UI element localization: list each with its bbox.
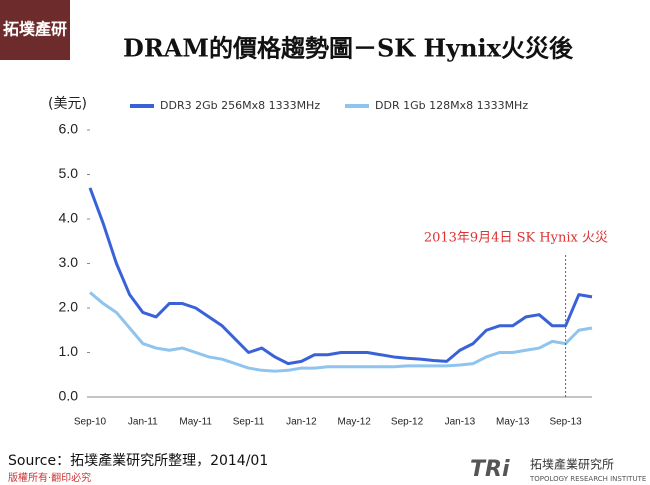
logo-box [0, 0, 70, 60]
x-tick-label: Sep-11 [233, 417, 265, 428]
x-tick-label: May-12 [338, 417, 372, 428]
brand-name: 拓墣產業研究所 [530, 457, 614, 472]
x-tick-label: Sep-10 [74, 417, 107, 428]
legend-label: DDR3 2Gb 256Mx8 1333MHz [160, 99, 320, 112]
logo: 拓墣產研 [3, 20, 67, 39]
chart-title: DRAM的價格趨勢圖－SK Hynix火災後 [123, 34, 574, 63]
x-tick-label: Sep-13 [549, 417, 582, 428]
x-tick-label: Jan-12 [286, 417, 317, 428]
y-axis-label: (美元) [48, 96, 87, 112]
x-tick-label: Sep-12 [391, 417, 424, 428]
x-tick-label: Jan-13 [445, 417, 476, 428]
copyright: 版權所有‧翻印必究 [8, 471, 91, 484]
y-tick-label: 4.0 [59, 210, 79, 226]
y-tick-label: 1.0 [59, 343, 79, 359]
source: Source：拓墣產業研究所整理，2014/01 [8, 452, 268, 469]
brand-mark: TRi [470, 457, 510, 482]
y-tick-label: 5.0 [59, 165, 79, 181]
legend-label: DDR 1Gb 128Mx8 1333MHz [375, 99, 528, 112]
x-tick-label: May-11 [179, 417, 212, 428]
y-tick-label: 0.0 [59, 388, 79, 404]
series-line [89, 291, 593, 373]
x-tick-label: May-13 [496, 417, 530, 428]
y-tick-label: 6.0 [59, 121, 79, 137]
brand-sub: TOPOLOGY RESEARCH INSTITUTE [529, 475, 646, 483]
y-tick-label: 2.0 [59, 299, 79, 315]
y-tick-label: 3.0 [59, 254, 79, 270]
annotation: 2013年9月4日 SK Hynix 火災 [424, 231, 608, 246]
x-tick-label: Jan-11 [128, 417, 158, 428]
series-line [88, 187, 593, 366]
